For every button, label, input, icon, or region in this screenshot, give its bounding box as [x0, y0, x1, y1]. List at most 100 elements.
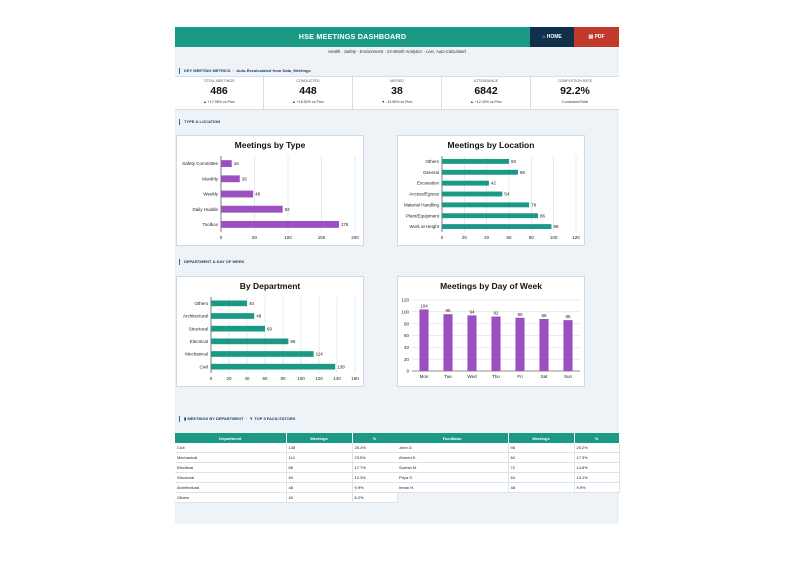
column-header[interactable]: Meetings: [286, 433, 353, 443]
kpi-label: TOTAL MEETINGS: [203, 79, 235, 83]
section-title: TYPE & LOCATION: [184, 119, 221, 124]
tick-label: 40: [404, 345, 410, 350]
table-cell: Civil: [175, 443, 287, 453]
kpi-card: TOTAL MEETINGS 486 ▲ +17.96% vs Prev: [175, 77, 264, 109]
tick-label: 0: [220, 235, 223, 240]
table-row: Imran H. 48 9.9%: [397, 482, 620, 493]
data-label: 42: [491, 181, 497, 186]
table-cell: 138: [286, 443, 353, 453]
category-label: Fri: [517, 374, 522, 379]
bar: [442, 202, 530, 208]
table-cell: 14.8%: [574, 462, 620, 473]
kpi-label: ATTENDANCE: [473, 79, 499, 83]
kpi-delta: Conducted/Total: [562, 100, 588, 104]
category-label: Tue: [444, 374, 452, 379]
table-cell: 40: [286, 492, 353, 503]
table-cell: 28.4%: [352, 443, 398, 453]
category-label: Weekly: [203, 192, 218, 197]
kpi-value: 92.2%: [560, 85, 590, 97]
table-cell: Suresh M.: [397, 462, 509, 473]
chart-card-day: Meetings by Day of Week 0 20 40 60 80 100 120 10…: [397, 276, 585, 387]
bar: [443, 314, 453, 371]
table-cell: 98: [508, 443, 575, 453]
table-cell: 48: [508, 482, 575, 493]
data-label: 86: [290, 339, 296, 344]
data-label: 48: [256, 314, 262, 319]
category-label: Plant/Equipment: [406, 213, 440, 218]
category-label: Architectural: [183, 314, 208, 319]
kpi-row: TOTAL MEETINGS 486 ▲ +17.96% vs Prev CONDU…: [175, 76, 619, 110]
tick-label: 60: [506, 235, 512, 240]
kpi-delta: ▼ -13.56% vs Prev: [381, 100, 413, 104]
category-label: Work at Height: [409, 224, 439, 229]
data-label: 68: [520, 170, 526, 175]
category-label: Structural: [189, 326, 208, 331]
data-label: 90: [517, 312, 523, 317]
category-label: Wed: [467, 374, 477, 379]
tick-label: 140: [333, 376, 341, 381]
column-header[interactable]: Facilitator: [397, 433, 509, 443]
bar: [442, 169, 518, 175]
kpi-value: 448: [299, 85, 317, 97]
bar: [221, 160, 232, 168]
chart-card-location: Meetings by Location 0 20 40 60 80 100 120 Other…: [397, 135, 585, 246]
section-title: KEY MEETING METRICS: [184, 68, 231, 73]
tick-label: 80: [280, 376, 286, 381]
table-cell: 64: [508, 472, 575, 483]
category-label: Excavation: [417, 181, 440, 186]
pdf-button[interactable]: ▤ PDF: [574, 27, 619, 47]
category-label: Others: [425, 159, 439, 164]
section-dept-day: DEPARTMENT & DAY OF WEEK: [179, 259, 244, 265]
bar: [442, 224, 552, 230]
table-header-row: Facilitator Meetings %: [397, 433, 620, 443]
table-row: Civil 138 28.4%: [175, 443, 398, 453]
category-label: Monthly: [202, 176, 219, 181]
table-cell: 9.9%: [574, 482, 620, 493]
data-label: 28: [242, 176, 248, 181]
data-label: 54: [504, 192, 510, 197]
tick-label: 80: [404, 321, 410, 326]
home-button[interactable]: ⌂ HOME: [530, 27, 574, 47]
table-cell: 48: [286, 482, 353, 493]
data-label: 48: [255, 192, 261, 197]
table-row: Architectural 48 9.9%: [175, 482, 398, 493]
category-label: Sat: [541, 374, 549, 379]
table-header-row: Department Meetings %: [175, 433, 398, 443]
table-cell: Structural: [175, 472, 287, 483]
column-header[interactable]: Meetings: [508, 433, 575, 443]
table-cell: 13.1%: [574, 472, 620, 483]
section-type-location: TYPE & LOCATION: [179, 119, 220, 125]
column-header[interactable]: %: [352, 433, 398, 443]
data-label: 92: [285, 207, 291, 212]
table-cell: 60: [286, 472, 353, 483]
chart-title: Meetings by Type: [235, 140, 306, 150]
table-cell: 8.2%: [352, 492, 398, 503]
dashboard-page: HSE MEETINGS DASHBOARD ⌂ HOME ▤ PDF Heal…: [175, 27, 620, 524]
table-cell: Imran H.: [397, 482, 509, 493]
data-label: 114: [316, 352, 324, 357]
section-title: DEPARTMENT & DAY OF WEEK: [184, 259, 245, 264]
data-label: 16: [234, 161, 240, 166]
column-header[interactable]: %: [574, 433, 620, 443]
kpi-card: COMPLETION RATE 92.2% Conducted/Total: [531, 77, 619, 109]
tick-label: 120: [572, 235, 580, 240]
table-cell: Architectural: [175, 482, 287, 493]
table-cell: 17.3%: [574, 452, 620, 463]
category-label: Mon: [420, 374, 429, 379]
category-label: Material Handling: [404, 202, 440, 207]
tick-label: 160: [351, 376, 359, 381]
tick-label: 20: [404, 357, 410, 362]
kpi-card: MISSED 38 ▼ -13.56% vs Prev: [353, 77, 442, 109]
kpi-value: 6842: [474, 85, 498, 97]
table-cell: Priya S.: [397, 472, 509, 483]
bookmark-icon: ▮: [184, 416, 187, 421]
category-label: Civil: [200, 364, 209, 369]
chart-meetings-by-day: Meetings by Day of Week 0 20 40 60 80 100 120 10…: [401, 281, 580, 379]
data-label: 94: [469, 309, 475, 314]
table-row: Mechanical 114 23.5%: [175, 452, 398, 463]
tick-label: 0: [406, 369, 409, 374]
tick-label: 100: [550, 235, 558, 240]
column-header[interactable]: Department: [175, 433, 287, 443]
bar: [515, 317, 525, 371]
bar: [211, 338, 289, 345]
